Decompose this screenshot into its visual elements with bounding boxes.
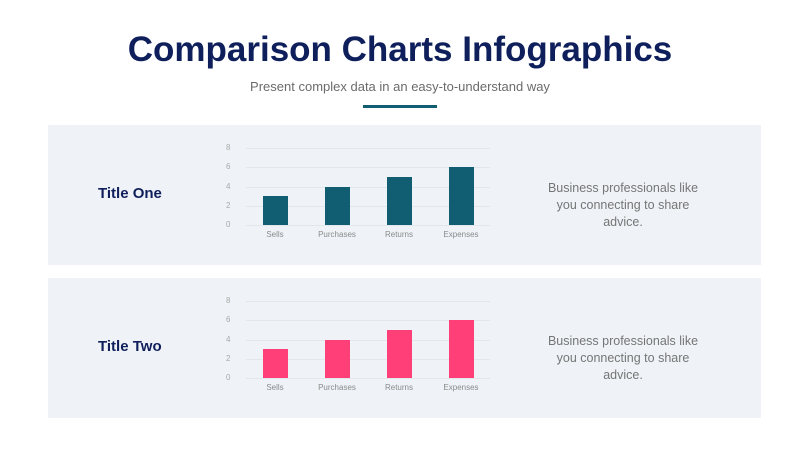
bar-expenses — [448, 167, 474, 225]
bar-returns — [386, 329, 412, 378]
y-axis-tick-label: 8 — [226, 143, 231, 152]
x-axis-category-label: Sells — [266, 383, 284, 392]
gridline — [246, 301, 490, 302]
bar-purchases — [324, 186, 350, 225]
y-axis-tick-label: 4 — [226, 334, 231, 344]
y-axis-tick-label: 0 — [226, 220, 231, 229]
bar-sells — [262, 196, 288, 225]
gridline — [246, 205, 490, 207]
page-subtitle: Present complex data in an easy-to-under… — [250, 79, 550, 94]
bar-expenses — [448, 320, 474, 378]
x-axis-category-label: Sells — [266, 230, 284, 239]
gridline — [246, 225, 490, 226]
gridline — [246, 339, 490, 341]
x-axis-category-label: Expenses — [443, 383, 479, 392]
comparison-panel-two: Title Two 0 2 4 6 8 Sells Purchases Returns Expe… — [48, 278, 761, 418]
y-axis-tick-label: 6 — [226, 315, 231, 325]
panel-description: Business professionals like you connecti… — [547, 181, 699, 229]
gridline — [246, 148, 490, 149]
panel-description: Business professionals like you connecti… — [547, 334, 699, 382]
y-axis-tick-label: 6 — [226, 162, 231, 172]
comparison-panel-one: Title One 0 2 4 6 8 Sells Purchases Returns Expe… — [48, 125, 761, 265]
x-axis-category-label: Returns — [384, 230, 413, 239]
bar-chart: 0 2 4 6 8 Sells Purchases Returns Expenses — [226, 139, 496, 254]
x-axis-category-label: Expenses — [443, 230, 479, 239]
y-axis-tick-label: 8 — [226, 296, 231, 305]
bar-chart: 0 2 4 6 8 Sells Purchases Returns Expenses — [226, 292, 496, 407]
gridline — [246, 378, 490, 379]
bar-returns — [386, 176, 412, 225]
y-axis-tick-label: 4 — [226, 181, 231, 191]
y-axis-tick-label: 2 — [226, 353, 231, 363]
x-axis-category-label: Returns — [384, 383, 413, 392]
panel-title: Title Two — [98, 338, 162, 355]
gridline — [246, 358, 490, 360]
y-axis-tick-label: 0 — [226, 373, 231, 382]
x-axis-category-label: Purchases — [318, 383, 356, 392]
page-title: Comparison Charts Infographics — [127, 30, 673, 69]
gridline — [246, 320, 490, 322]
title-underline-divider — [363, 105, 437, 108]
x-axis-category-label: Purchases — [318, 230, 356, 239]
bar-purchases — [324, 339, 350, 378]
bar-sells — [262, 349, 288, 378]
panel-title: Title One — [98, 185, 162, 202]
gridline — [246, 186, 490, 188]
y-axis-tick-label: 2 — [226, 200, 231, 210]
gridline — [246, 167, 490, 169]
